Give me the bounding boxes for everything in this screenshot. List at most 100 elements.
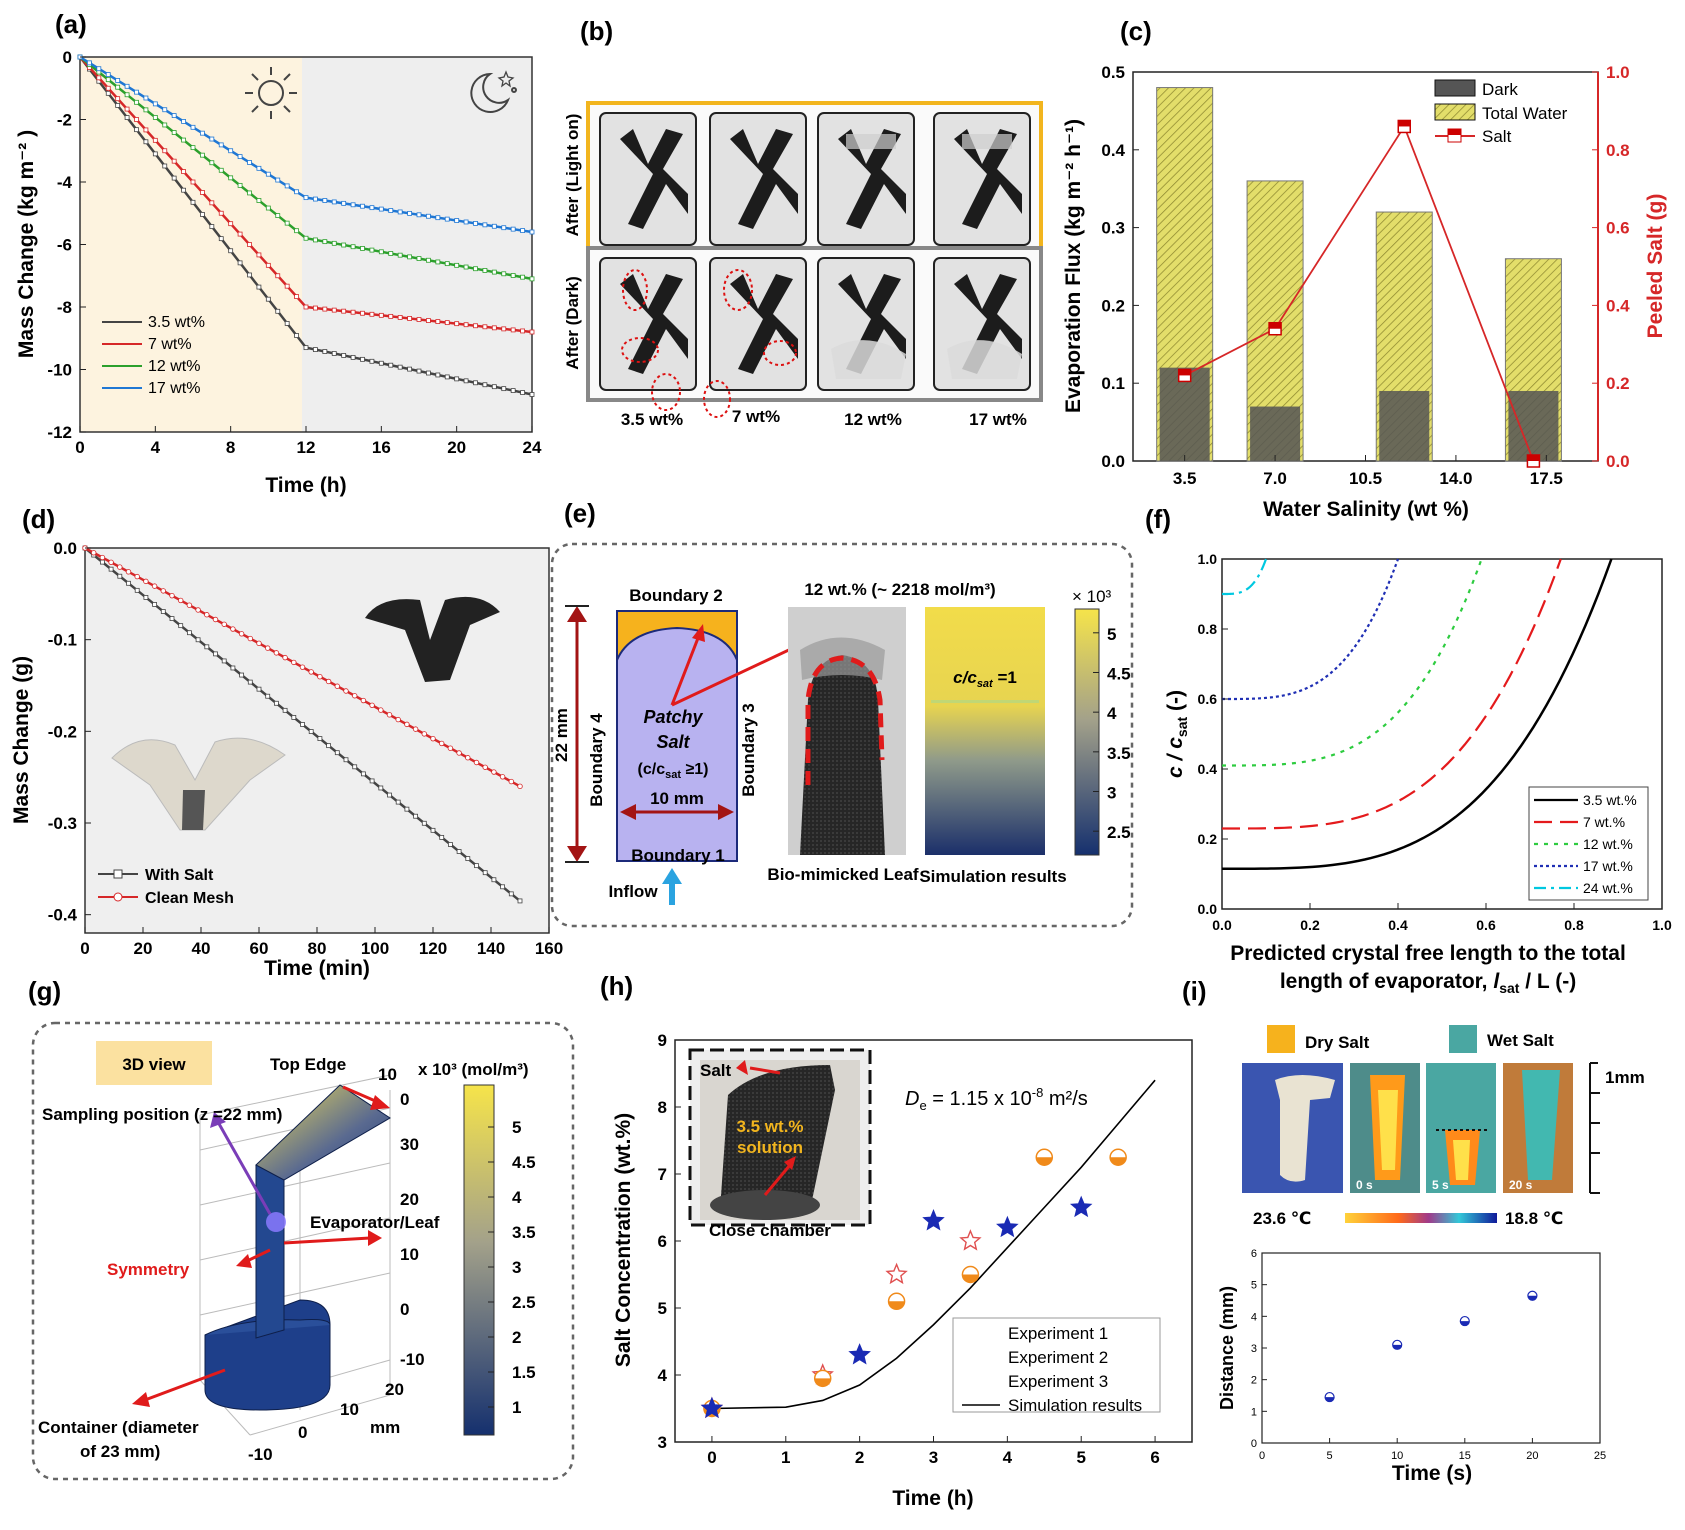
chart-c-bar-dark-2 [1379, 390, 1430, 461]
chart-d-point-0 [134, 587, 140, 593]
chart-i-xtick-3: 15 [1459, 1450, 1471, 1462]
chart-d-point-1 [134, 573, 140, 580]
chart-i-xtick-0: 0 [1259, 1450, 1265, 1462]
chart-a-point-0 [322, 349, 328, 354]
schematic-e-height: 22 mm [552, 708, 571, 762]
chart-a-point-3 [228, 148, 234, 154]
chart-f-line-2 [1221, 558, 1483, 767]
diagram-g-z-30: 30 [400, 1135, 419, 1154]
chart-a-point-0 [407, 366, 412, 372]
chart-a-point-3 [313, 196, 318, 202]
chart-a-ytick-1: -2 [57, 111, 72, 130]
chart-a-point-2 [303, 235, 309, 241]
chart-h-legend-box [952, 1317, 1161, 1413]
chart-d-point-1 [186, 602, 193, 608]
chart-h-xtick-3: 3 [929, 1448, 938, 1467]
diagram-g-y-mm: mm [370, 1418, 400, 1437]
chart-a-legend-label-1: 7 wt% [148, 336, 192, 353]
chart-a-point-0 [209, 224, 215, 229]
diagram-g-z-0: 0 [400, 1090, 409, 1109]
chart-a-point-1 [294, 294, 299, 299]
chart-d-ytick-2: -0.2 [48, 722, 77, 741]
chart-a-point-3 [294, 189, 299, 195]
chart-a-point-1 [96, 75, 102, 81]
photo-b-sample-1-0 [620, 274, 688, 374]
chart-a-point-1 [397, 315, 403, 320]
chart-i-point-fill-2 [1460, 1321, 1470, 1326]
chart-a-point-1 [454, 321, 460, 327]
chart-d-point-0 [282, 707, 288, 713]
chart-a-point-2 [209, 160, 215, 166]
chart-i-xtick-4: 20 [1526, 1450, 1538, 1462]
chart-f-legend-box [1528, 786, 1649, 901]
chart-d-point-0 [256, 686, 262, 692]
photo-b-sample-0-3 [954, 129, 1022, 229]
chart-c-y2tick-0: 0.0 [1606, 452, 1630, 471]
chart-f-line-0 [1221, 558, 1613, 870]
chart-i-ytick-3: 3 [1251, 1343, 1257, 1355]
chart-a-point-3 [256, 165, 262, 171]
chart-i-wet: Wet Salt [1487, 1031, 1554, 1050]
chart-i-ytick-4: 4 [1251, 1311, 1257, 1323]
chart-f-legend-label-2: 12 wt.% [1583, 836, 1633, 852]
diagram-g-y-20: 20 [385, 1380, 404, 1399]
chart-f-xtick-1: 0.2 [1300, 917, 1320, 933]
chart-a-point-2 [378, 249, 384, 255]
chart-h-xtick-1: 1 [781, 1448, 790, 1467]
diagram-g-cbar-tick-0: 5 [512, 1118, 521, 1137]
photo-b-cell-0-3 [933, 112, 1031, 246]
diagram-g-z-10b: 10 [400, 1245, 419, 1264]
photo-b-salt-top-2 [846, 134, 896, 149]
chart-d-xtick-8: 160 [535, 939, 563, 958]
diagram-g-z-0b: 0 [400, 1300, 409, 1319]
chart-a-point-1 [247, 242, 252, 247]
chart-a-point-0 [190, 199, 196, 205]
chart-f-legend-label-3: 17 wt.% [1583, 858, 1633, 874]
chart-a-legend-label-3: 17 wt% [148, 380, 200, 397]
chart-h-ytick-3: 6 [658, 1232, 667, 1251]
chart-d-point-0 [500, 884, 506, 890]
chart-d-point-1 [386, 712, 393, 718]
chart-i-temp-hi: 23.6 ℃ [1253, 1209, 1311, 1228]
chart-d-point-1 [404, 721, 410, 728]
chart-d-point-0 [447, 842, 453, 847]
chart-a-point-0 [463, 378, 469, 384]
schematic-e-condition: (c/csat ≥1) [638, 761, 709, 781]
chart-f-ytick-4: 0.8 [1198, 621, 1218, 637]
schematic-e-inflow: Inflow [608, 882, 658, 901]
schematic-e-cbar-tick-4: 3 [1107, 784, 1116, 803]
chart-d-point-1 [343, 688, 349, 694]
chart-a-point-3 [209, 136, 215, 142]
photo-b-cell-0-2 [817, 112, 915, 246]
chart-d-xtick-0: 0 [80, 939, 89, 958]
chart-a-ytick-6: -12 [47, 423, 72, 442]
chart-h-legend-label-0: Experiment 1 [1008, 1324, 1108, 1343]
chart-h-ytick-4: 7 [658, 1165, 667, 1184]
chart-a-legend: 3.5 wt% 7 wt% 12 wt% 17 wt% [102, 314, 205, 397]
evap-arrow [283, 1236, 371, 1245]
diagram-g-cbar-tick-3: 3.5 [512, 1223, 536, 1242]
chart-d-point-1 [247, 635, 253, 642]
photo-b-salt-marker-2 [651, 373, 681, 411]
chart-f: 0.0 0.2 0.4 0.6 0.8 1.0 0.0 0.2 0.4 0.6 0.8 1.0 3.5… [1164, 551, 1672, 996]
chart-i-xtick-5: 25 [1594, 1450, 1606, 1462]
chart-c-ytick-2: 0.2 [1101, 296, 1125, 315]
diagram-g-x-0: 0 [298, 1423, 307, 1442]
photo-grid-b: After (Light on) After (Dark) 3.5 wt% 7 … [563, 101, 1043, 429]
schematic-e-cbar-tick-2: 4 [1107, 704, 1117, 723]
chart-a-point-1 [171, 158, 177, 164]
thermal-frame-5-label: 5 s [1432, 1178, 1449, 1192]
chart-a-point-1 [350, 309, 356, 315]
chart-h-exp2-point-2-fill [888, 1301, 905, 1310]
chart-c-bar-dark-3 [1508, 390, 1559, 461]
diagram-g-sampling: Sampling position (z =22 mm) [42, 1105, 282, 1124]
diagram-g-x-m10: -10 [248, 1445, 273, 1464]
diagram-g-symmetry: Symmetry [107, 1260, 190, 1279]
chart-d-point-1 [143, 578, 149, 585]
chart-i-xtick-1: 5 [1327, 1450, 1333, 1462]
chart-d-point-1 [456, 750, 462, 756]
chart-a-point-0 [454, 376, 460, 382]
chart-d-point-1 [325, 678, 332, 685]
chart-d-point-1 [273, 650, 280, 656]
chart-d-point-0 [517, 898, 523, 904]
